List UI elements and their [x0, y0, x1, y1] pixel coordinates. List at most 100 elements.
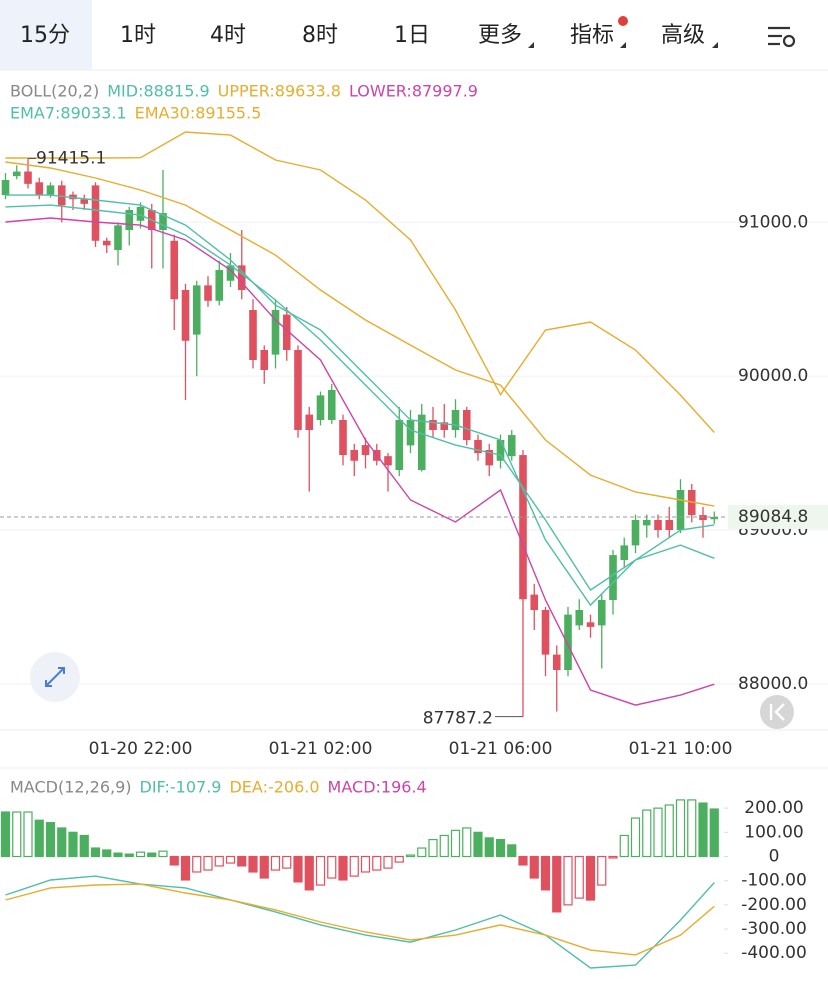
candle-body: [384, 456, 392, 466]
legend-entry: MID:88815.9: [107, 82, 209, 101]
candle-body: [586, 622, 595, 627]
expand-button[interactable]: [30, 652, 80, 702]
candle-body: [192, 285, 201, 335]
tab[interactable]: 4时: [210, 23, 246, 48]
macd-bar: [12, 811, 22, 858]
tab[interactable]: 1时: [120, 23, 156, 48]
macd-bar: [563, 855, 573, 906]
y-tick-label: 100.00: [744, 822, 803, 842]
legend-entry: EMA7:89033.1: [10, 104, 127, 123]
macd-bar: [90, 847, 101, 858]
candle-body: [170, 240, 179, 300]
candle-body: [496, 440, 505, 461]
macd-bar: [495, 838, 506, 858]
macd-bar: [113, 852, 123, 858]
tab[interactable]: 高级: [661, 23, 705, 48]
x-tick-label: 01-20 22:00: [89, 739, 193, 759]
indicator-line: [5, 131, 715, 433]
candle-body: [114, 225, 122, 250]
macd-bar: [293, 855, 303, 883]
tab[interactable]: 1日: [394, 23, 430, 48]
candle-body: [676, 490, 685, 530]
macd-bar: [338, 855, 348, 881]
y-tick-label: 0: [769, 847, 780, 867]
tab[interactable]: 指标: [570, 23, 614, 48]
x-tick-label: 01-21 06:00: [449, 739, 553, 759]
candle-body: [102, 240, 111, 246]
macd-bar: [124, 853, 134, 858]
x-tick-label: 01-21 10:00: [629, 739, 733, 759]
dropdown-arrows: [528, 42, 718, 48]
candle-body: [597, 600, 606, 626]
macd-bar: [327, 855, 337, 879]
macd-bar: [237, 855, 247, 867]
candle-body: [305, 414, 314, 430]
indicator-title: MACD(12,26,9): [10, 778, 132, 797]
candle-body: [12, 171, 21, 177]
candle-body: [530, 594, 539, 610]
macd-bar: [192, 855, 202, 873]
candle-body: [609, 555, 617, 600]
macd-line: [5, 875, 715, 969]
candle-body: [215, 270, 224, 301]
macd-bar: [540, 855, 551, 891]
indicator-line: [5, 194, 715, 607]
macd-bar: [574, 855, 584, 899]
tab[interactable]: 更多: [478, 23, 522, 48]
macd-bar: [349, 855, 359, 877]
candle-body: [159, 213, 167, 230]
candle-body: [260, 350, 269, 370]
candle-body: [575, 610, 584, 626]
macd-bar: [169, 855, 179, 866]
macd-bar: [203, 855, 213, 871]
candle-body: [440, 422, 449, 430]
y-tick-label: 90000.0: [738, 366, 808, 386]
candle-body: [35, 182, 44, 195]
candle-body: [181, 290, 190, 341]
last-price-box: [728, 504, 828, 529]
macd-bar: [135, 851, 146, 858]
macd-bar: [417, 847, 427, 858]
y-tick-label: 91000.0: [738, 212, 808, 232]
tab[interactable]: 8时: [302, 23, 338, 48]
notification-dot: [618, 16, 628, 26]
macd-bar: [428, 838, 438, 858]
candle-body: [710, 516, 719, 520]
macd-bar: [0, 811, 11, 858]
macd-bar: [270, 855, 281, 871]
macd-line: [5, 883, 715, 956]
candle-body: [249, 310, 257, 360]
macd-bar: [394, 855, 404, 863]
candle-body: [699, 515, 707, 520]
candle-body: [406, 420, 415, 446]
macd-bar: [664, 804, 674, 858]
macd-bar: [619, 834, 629, 858]
macd-bar: [597, 855, 607, 886]
y-tick-label: -400.00: [741, 943, 807, 963]
candle-body: [507, 435, 516, 457]
last-price-label: 89084.8: [738, 507, 808, 527]
candle-body: [654, 520, 662, 530]
macd-bar: [552, 855, 562, 913]
macd-bar: [698, 802, 708, 858]
macd-bar: [709, 808, 719, 858]
macd-bar: [675, 799, 686, 858]
legend-entry: EMA30:89155.5: [135, 104, 262, 123]
candle-body: [564, 614, 572, 670]
y-tick-label: -300.00: [741, 919, 807, 939]
macd-bar: [214, 855, 224, 867]
macd-bar: [450, 829, 461, 858]
candle-body: [327, 390, 336, 420]
tab[interactable]: 15分: [20, 23, 70, 48]
settings-icon[interactable]: [768, 26, 796, 48]
candle-body: [91, 185, 100, 241]
candle-body: [631, 520, 640, 546]
legend-entry: LOWER:87997.9: [349, 82, 478, 101]
back-to-latest-button[interactable]: [760, 695, 794, 729]
legend-entry: DIF:-107.9: [140, 778, 222, 797]
macd-bar: [484, 837, 494, 858]
candle-body: [237, 265, 246, 290]
indicator-title: BOLL(20,2): [10, 82, 99, 101]
